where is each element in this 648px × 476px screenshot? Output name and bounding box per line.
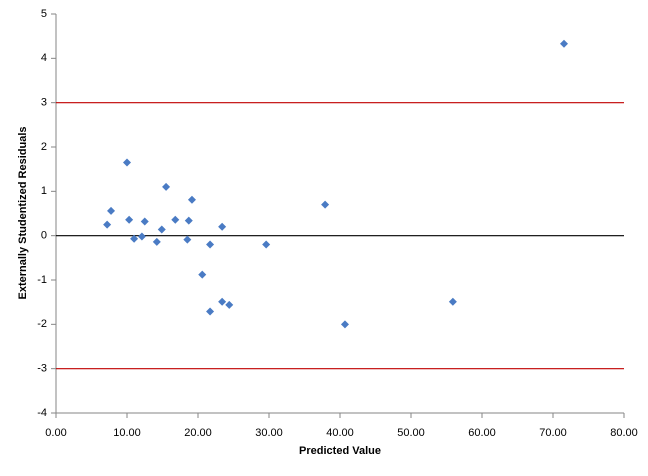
y-tick-label: 5 [41, 8, 47, 20]
y-tick-label: 4 [41, 52, 47, 64]
point [262, 240, 271, 249]
x-tick-label: 40.00 [326, 427, 354, 439]
point [140, 217, 149, 226]
y-tick-label: -3 [37, 363, 47, 375]
point [321, 200, 330, 209]
point [225, 300, 234, 309]
y-tick-label: 3 [41, 97, 47, 109]
point [340, 320, 349, 329]
point [171, 215, 180, 224]
x-tick-label: 60.00 [468, 427, 496, 439]
y-tick-label: 2 [41, 141, 47, 153]
point [184, 216, 193, 225]
point [107, 206, 116, 215]
x-tick-label: 20.00 [184, 427, 212, 439]
point [448, 297, 457, 306]
point [125, 215, 134, 224]
y-tick-label: -1 [37, 274, 47, 286]
point [162, 182, 171, 191]
x-tick-label: 80.00 [610, 427, 638, 439]
point [206, 307, 215, 316]
point [187, 195, 196, 204]
point [130, 234, 139, 243]
point [206, 240, 215, 249]
point [183, 235, 192, 244]
point [218, 297, 227, 306]
x-tick-label: 0.00 [45, 427, 66, 439]
point [103, 220, 112, 229]
x-tick-label: 50.00 [397, 427, 425, 439]
point [152, 237, 161, 246]
y-axis-title: Externally Studentized Residuals [17, 127, 29, 300]
y-tick-label: -2 [37, 318, 47, 330]
x-axis-title: Predicted Value [299, 445, 381, 457]
x-tick-label: 10.00 [113, 427, 141, 439]
point [198, 270, 207, 279]
point [157, 225, 166, 234]
y-tick-label: 0 [41, 230, 47, 242]
point [137, 232, 146, 241]
x-tick-label: 70.00 [539, 427, 567, 439]
y-tick-label: -4 [37, 407, 47, 419]
point [123, 158, 131, 167]
point [218, 222, 227, 231]
y-tick-label: 1 [41, 185, 47, 197]
point [560, 39, 569, 48]
x-tick-label: 30.00 [255, 427, 283, 439]
